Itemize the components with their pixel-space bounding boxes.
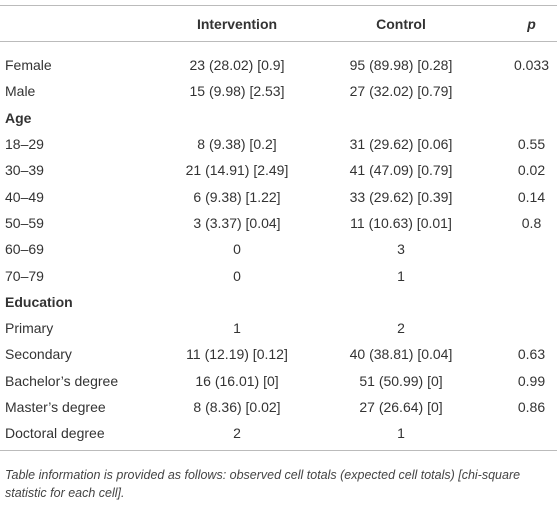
cell: 31 (29.62) [0.06] xyxy=(349,136,453,153)
cell: 0.63 xyxy=(517,346,546,363)
cell: 23 (28.02) [0.9] xyxy=(189,57,285,74)
data-row: Primary 1 2 xyxy=(0,315,557,341)
cell: 21 (14.91) [2.49] xyxy=(185,162,289,179)
cell: 3 (3.37) [0.04] xyxy=(193,214,281,231)
row-label: 40–49 xyxy=(5,188,44,205)
row-label: 30–39 xyxy=(5,162,44,179)
data-row: Doctoral degree 2 1 xyxy=(0,420,557,452)
cell xyxy=(150,289,324,315)
cell: 3 xyxy=(397,241,405,258)
cell xyxy=(478,105,557,131)
cell: 40 (38.81) [0.04] xyxy=(349,346,453,363)
table-header: Intervention Control p xyxy=(0,5,557,42)
cell: 0 xyxy=(233,241,241,258)
table-body: Female 23 (28.02) [0.9] 95 (89.98) [0.28] 0… xyxy=(0,42,557,452)
cell: 11 (10.63) [0.01] xyxy=(350,214,452,231)
cell: 2 xyxy=(397,320,405,337)
row-label: Primary xyxy=(5,320,54,337)
cell: 0.14 xyxy=(517,188,546,205)
row-label: 50–59 xyxy=(5,214,44,231)
row-label: Male xyxy=(5,83,36,100)
cell: 2 xyxy=(150,420,324,452)
cell: 8 (8.36) [0.02] xyxy=(193,399,281,415)
cell xyxy=(478,420,557,452)
cell: 6 (9.38) [1.22] xyxy=(193,188,281,205)
data-row: Male 15 (9.98) [2.53] 27 (32.02) [0.79] xyxy=(0,78,557,104)
cell: 0 xyxy=(233,267,241,284)
row-label: 70–79 xyxy=(5,267,44,284)
cell xyxy=(478,236,557,262)
data-row: 60–69 0 3 xyxy=(0,236,557,262)
table-footnote: Table information is provided as follows… xyxy=(5,468,521,500)
cell xyxy=(150,105,324,131)
row-label: Doctoral degree xyxy=(0,420,150,452)
cell: 51 (50.99) [0] xyxy=(359,372,443,389)
data-row: Bachelor’s degree 16 (16.01) [0] 51 (50.99… xyxy=(0,368,557,394)
cell: 16 (16.01) [0] xyxy=(195,372,279,389)
header-cell: Intervention xyxy=(150,5,324,42)
cell xyxy=(324,289,478,315)
data-row: 50–59 3 (3.37) [0.04] 11 (10.63) [0.01] 0.8 xyxy=(0,210,557,236)
cell: 11 (12.19) [0.12] xyxy=(186,346,288,363)
data-row: Female 23 (28.02) [0.9] 95 (89.98) [0.28] 0… xyxy=(0,42,557,79)
cell: 41 (47.09) [0.79] xyxy=(349,162,453,179)
cell: 15 (9.98) [2.53] xyxy=(189,83,285,100)
cell xyxy=(324,105,478,131)
header-blank xyxy=(0,5,150,42)
cell: 27 (26.64) [0] xyxy=(359,399,443,415)
cell xyxy=(478,289,557,315)
section-row: Education xyxy=(0,289,557,315)
cell: 95 (89.98) [0.28] xyxy=(349,57,453,74)
data-row: 18–29 8 (9.38) [0.2] 31 (29.62) [0.06] 0.55 xyxy=(0,131,557,157)
cell: 0.033 xyxy=(513,57,550,74)
cell: 1 xyxy=(397,267,405,284)
cell: 0.55 xyxy=(517,136,546,153)
row-label: Female xyxy=(5,57,52,74)
data-table: Intervention Control p Female 23 (28.02) … xyxy=(0,5,557,452)
section-row: Age xyxy=(0,105,557,131)
cell: 0.8 xyxy=(521,214,542,231)
header-cell: Control xyxy=(324,5,478,42)
data-row: Secondary 11 (12.19) [0.12] 40 (38.81) [0.… xyxy=(0,341,557,367)
row-label: Bachelor’s degree xyxy=(5,372,119,389)
cell xyxy=(478,78,557,104)
section-label: Age xyxy=(5,109,32,126)
row-label: Secondary xyxy=(5,346,72,363)
header-row: Intervention Control p xyxy=(0,5,557,42)
row-label: 18–29 xyxy=(5,136,44,153)
cell: 0.86 xyxy=(517,399,546,415)
section-label: Education xyxy=(5,293,73,310)
cell: 27 (32.02) [0.79] xyxy=(349,83,453,100)
data-row: 40–49 6 (9.38) [1.22] 33 (29.62) [0.39] 0.1… xyxy=(0,183,557,209)
data-row: 70–79 0 1 xyxy=(0,262,557,288)
row-label: Master’s degree xyxy=(5,399,106,415)
data-row: 30–39 21 (14.91) [2.49] 41 (47.09) [0.79] 0… xyxy=(0,157,557,183)
cell xyxy=(478,262,557,288)
cell: 0.99 xyxy=(517,372,546,389)
cell: 0.02 xyxy=(517,162,546,179)
cell: 33 (29.62) [0.39] xyxy=(349,188,453,205)
data-row: Master’s degree 8 (8.36) [0.02] 27 (26.64)… xyxy=(0,394,557,420)
cell: 8 (9.38) [0.2] xyxy=(197,136,277,153)
cell: 1 xyxy=(324,420,478,452)
cell: 1 xyxy=(233,320,241,337)
cell xyxy=(478,315,557,341)
header-cell: p xyxy=(478,5,557,42)
row-label: 60–69 xyxy=(5,241,44,258)
